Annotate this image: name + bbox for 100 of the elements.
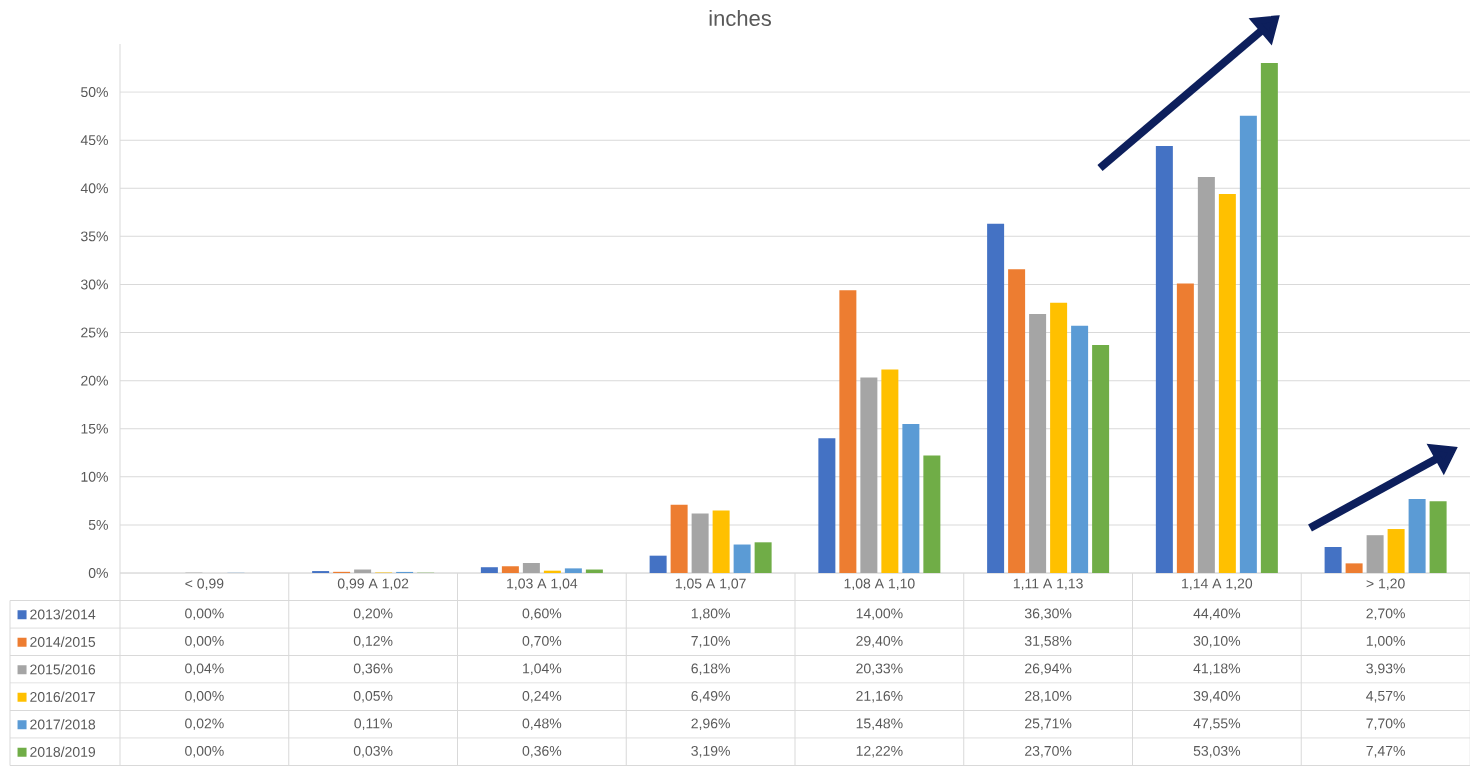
data-label: 31,58% (1024, 635, 1072, 648)
data-label: 21,16% (856, 690, 903, 703)
data-label: 1,00% (1366, 635, 1405, 648)
data-label: 0,00% (185, 635, 224, 648)
bar (923, 455, 941, 573)
data-label: 0,20% (353, 608, 393, 621)
data-label: 1,04% (523, 663, 562, 676)
data-label: 2,96% (691, 718, 730, 731)
data-label: 14,00% (856, 608, 903, 621)
data-label: 20,33% (856, 663, 903, 676)
data-label: 0,11% (354, 718, 392, 731)
bar (1050, 302, 1068, 573)
bar (860, 377, 878, 573)
data-label: 39,40% (1193, 690, 1241, 703)
bar (480, 567, 498, 573)
data-label: 0,60% (522, 608, 562, 621)
x-tick-label: 1,05 A 1,07 (675, 578, 746, 591)
bar (1366, 535, 1384, 573)
data-label: 7,47% (1366, 745, 1405, 758)
bar (649, 555, 667, 573)
data-label: 15,48% (856, 718, 903, 731)
data-label: 0,12% (353, 635, 393, 648)
y-tick-label: 0% (88, 568, 108, 578)
data-label: 0,70% (522, 635, 562, 648)
bar (818, 438, 836, 573)
y-tick-label: 20% (81, 375, 108, 386)
data-label: 0,36% (522, 745, 562, 758)
bar (1176, 283, 1194, 573)
bar (1029, 313, 1047, 573)
bar (1155, 145, 1173, 573)
bar (501, 566, 519, 573)
y-tick-label: 40% (80, 183, 108, 194)
bar (670, 504, 688, 573)
data-label: 28,10% (1025, 690, 1072, 703)
y-tick-label: 50% (81, 87, 108, 98)
bar (1408, 498, 1426, 573)
y-tick-label: 30% (80, 279, 108, 290)
y-tick-label: 45% (80, 135, 108, 146)
data-label: 0,02% (185, 718, 224, 731)
bar (1008, 269, 1026, 573)
data-label: 4,57% (1366, 690, 1405, 703)
legend-label: 2014/2015 (30, 636, 96, 647)
data-label: 3,93% (1366, 663, 1405, 676)
data-label: 25,71% (1025, 718, 1072, 731)
legend-label: 2017/2018 (30, 719, 96, 730)
bar (1218, 194, 1236, 573)
bar (1429, 501, 1447, 573)
x-tick-label: 1,08 A 1,10 (844, 578, 915, 591)
data-label: 0,24% (522, 690, 562, 703)
bar (522, 562, 540, 573)
x-tick-label: 1,11 A 1,13 (1013, 578, 1083, 591)
x-tick-label: > 1,20 (1366, 578, 1405, 591)
data-label: 7,70% (1366, 718, 1405, 731)
bar (733, 544, 751, 573)
bar (712, 510, 730, 573)
data-label: 12,22% (856, 745, 903, 758)
bar (1260, 62, 1278, 573)
bar (1197, 176, 1215, 573)
y-tick-label: 35% (80, 231, 108, 242)
data-label: 0,05% (353, 690, 393, 703)
y-tick-label: 15% (81, 423, 108, 434)
bar (839, 290, 857, 573)
bar (1092, 345, 1110, 573)
bar (987, 223, 1005, 573)
data-label: 47,55% (1193, 718, 1241, 730)
bar (1345, 563, 1363, 573)
bar (564, 568, 582, 573)
bar (1324, 547, 1342, 573)
x-tick-label: 0,99 A 1,02 (337, 578, 409, 591)
data-label: 6,18% (691, 663, 730, 676)
data-label: 29,40% (856, 635, 903, 648)
data-label: 0,00% (185, 690, 224, 703)
data-label: 26,94% (1025, 663, 1072, 676)
bar (691, 513, 709, 573)
x-tick-label: 1,03 A 1,04 (507, 578, 578, 591)
data-label: 0,48% (522, 718, 562, 731)
bar (1239, 115, 1257, 573)
data-label: 0,04% (185, 663, 224, 676)
data-label: 36,30% (1024, 608, 1072, 621)
bar (902, 424, 920, 573)
x-tick-label: < 0,99 (185, 578, 224, 591)
data-label: 3,19% (691, 745, 730, 758)
data-label: 6,49% (691, 690, 730, 703)
x-tick-label: 1,14 A 1,20 (1182, 578, 1253, 591)
data-label: 0,00% (185, 745, 224, 758)
bar (881, 369, 899, 573)
data-label: 7,10% (691, 635, 730, 648)
bar (1387, 529, 1405, 573)
data-label: 0,36% (353, 663, 393, 676)
data-label: 0,00% (185, 608, 224, 621)
data-label: 41,18% (1193, 663, 1241, 676)
bar (754, 542, 772, 573)
y-tick-label: 5% (88, 519, 108, 530)
data-label: 1,80% (691, 608, 730, 621)
legend-label: 2018/2019 (30, 746, 96, 757)
bar (1071, 325, 1089, 573)
data-label: 2,70% (1366, 608, 1405, 621)
data-label: 44,40% (1193, 608, 1241, 621)
y-tick-label: 25% (81, 327, 108, 338)
y-tick-label: 10% (81, 471, 108, 482)
